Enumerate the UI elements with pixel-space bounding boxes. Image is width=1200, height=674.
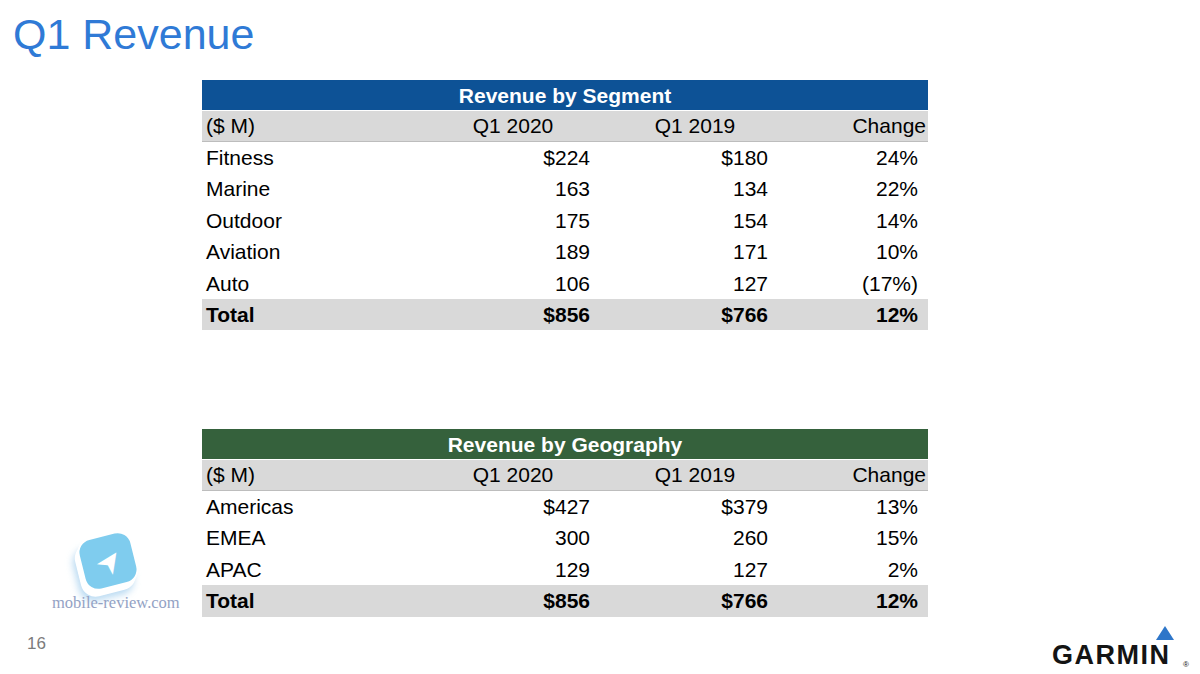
column-header: Q1 2020	[420, 460, 606, 490]
value-cell: 22%	[784, 173, 928, 204]
value-cell: 24%	[784, 142, 928, 173]
value-cell: 10%	[784, 236, 928, 267]
registered-trademark-symbol: ®	[1183, 660, 1189, 669]
garmin-delta-icon	[1156, 626, 1174, 640]
column-header: Q1 2019	[606, 111, 784, 141]
mobile-review-arrow-icon: ➤	[74, 528, 141, 594]
total-row: Total$856$76612%	[202, 299, 928, 330]
table-row: Marine16313422%	[202, 173, 928, 204]
row-label: Fitness	[202, 142, 420, 173]
row-label: Total	[202, 299, 420, 330]
value-cell: $856	[420, 299, 606, 330]
watermark-text: mobile-review.com	[52, 593, 202, 613]
row-label: Americas	[202, 491, 420, 522]
value-cell: 163	[420, 173, 606, 204]
value-cell: $180	[606, 142, 784, 173]
table-row: EMEA30026015%	[202, 522, 928, 553]
row-label: EMEA	[202, 522, 420, 553]
value-cell: 13%	[784, 491, 928, 522]
table-title-bar: Revenue by Segment	[202, 80, 928, 111]
total-row: Total$856$76612%	[202, 585, 928, 616]
table-body: Fitness$224$18024%Marine16313422%Outdoor…	[202, 142, 928, 330]
table-title-bar: Revenue by Geography	[202, 429, 928, 460]
value-cell: 154	[606, 205, 784, 236]
value-cell: 2%	[784, 554, 928, 585]
value-cell: 15%	[784, 522, 928, 553]
column-header: Change	[784, 460, 928, 490]
table-row: APAC1291272%	[202, 554, 928, 585]
table-row: Aviation18917110%	[202, 236, 928, 267]
page-title: Q1 Revenue	[13, 10, 254, 59]
value-cell: 14%	[784, 205, 928, 236]
garmin-wordmark: GARMIN	[1052, 640, 1171, 671]
table-column-header-row: ($ M)Q1 2020Q1 2019Change	[202, 111, 928, 142]
value-cell: $379	[606, 491, 784, 522]
value-cell: $766	[606, 299, 784, 330]
value-cell: $427	[420, 491, 606, 522]
value-cell: 127	[606, 554, 784, 585]
table-row: Fitness$224$18024%	[202, 142, 928, 173]
value-cell: 300	[420, 522, 606, 553]
value-cell: 127	[606, 268, 784, 299]
row-label: APAC	[202, 554, 420, 585]
column-header: ($ M)	[202, 460, 420, 490]
table-row: Americas$427$37913%	[202, 491, 928, 522]
column-header: ($ M)	[202, 111, 420, 141]
row-label: Outdoor	[202, 205, 420, 236]
value-cell: 134	[606, 173, 784, 204]
table-column-header-row: ($ M)Q1 2020Q1 2019Change	[202, 460, 928, 491]
value-cell: 171	[606, 236, 784, 267]
value-cell: 12%	[784, 585, 928, 616]
value-cell: 175	[420, 205, 606, 236]
value-cell: 260	[606, 522, 784, 553]
value-cell: (17%)	[784, 268, 928, 299]
table-row: Outdoor17515414%	[202, 205, 928, 236]
garmin-logo: GARMIN ®	[1052, 624, 1192, 668]
column-header: Q1 2019	[606, 460, 784, 490]
table-body: Americas$427$37913%EMEA30026015%APAC1291…	[202, 491, 928, 617]
column-header: Q1 2020	[420, 111, 606, 141]
value-cell: 189	[420, 236, 606, 267]
row-label: Auto	[202, 268, 420, 299]
value-cell: $856	[420, 585, 606, 616]
row-label: Total	[202, 585, 420, 616]
page-number: 16	[27, 634, 46, 654]
revenue-by-geography-table: Revenue by Geography ($ M)Q1 2020Q1 2019…	[202, 429, 928, 617]
value-cell: $224	[420, 142, 606, 173]
value-cell: 129	[420, 554, 606, 585]
row-label: Marine	[202, 173, 420, 204]
row-label: Aviation	[202, 236, 420, 267]
value-cell: $766	[606, 585, 784, 616]
arrow-glyph: ➤	[88, 541, 131, 581]
value-cell: 106	[420, 268, 606, 299]
value-cell: 12%	[784, 299, 928, 330]
slide: Q1 Revenue Revenue by Segment ($ M)Q1 20…	[0, 0, 1200, 674]
table-row: Auto106127(17%)	[202, 268, 928, 299]
column-header: Change	[784, 111, 928, 141]
revenue-by-segment-table: Revenue by Segment ($ M)Q1 2020Q1 2019Ch…	[202, 80, 928, 330]
watermark: ➤ mobile-review.com	[52, 530, 182, 620]
